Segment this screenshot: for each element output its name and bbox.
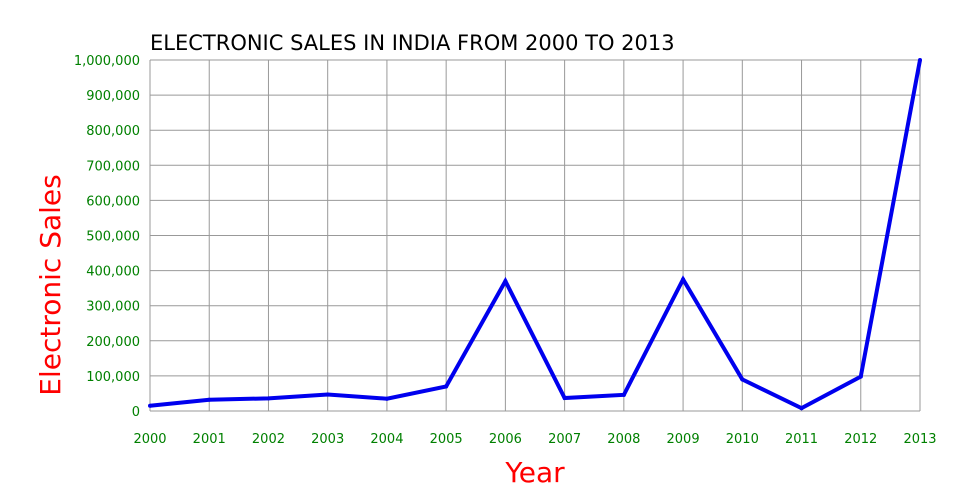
x-tick-label: 2009	[667, 432, 700, 447]
data-point	[148, 403, 152, 408]
x-tick-label: 2008	[607, 432, 640, 447]
data-point	[858, 374, 863, 379]
data-point	[621, 392, 626, 397]
x-tick-label: 2000	[133, 432, 166, 447]
x-tick-label: 2011	[785, 432, 818, 447]
x-tick-label: 2007	[548, 432, 581, 447]
data-point	[266, 396, 271, 401]
y-tick-label: 500,000	[86, 230, 140, 245]
data-point	[918, 58, 922, 62]
data-point	[207, 397, 212, 402]
x-axis-label: Year	[504, 456, 565, 489]
data-point	[681, 277, 686, 282]
x-tick-label: 2002	[252, 432, 285, 447]
x-tick-label: 2013	[903, 432, 936, 447]
data-point	[562, 396, 567, 401]
data-point	[740, 377, 745, 382]
y-tick-label: 0	[132, 405, 140, 420]
x-tick-label: 2012	[844, 432, 877, 447]
grid	[149, 59, 921, 412]
x-axis-ticks: 2000 2001 2002 2003 2004 2005 2006 2007 2008 2009…	[133, 432, 936, 447]
y-tick-label: 300,000	[86, 300, 140, 315]
x-tick-label: 2003	[311, 432, 344, 447]
y-tick-label: 800,000	[86, 124, 140, 139]
y-tick-label: 400,000	[86, 265, 140, 280]
y-tick-label: 1,000,000	[74, 54, 140, 69]
y-axis-label: Electronic Sales	[34, 174, 67, 395]
data-point	[444, 384, 449, 389]
x-tick-label: 2001	[193, 432, 226, 447]
x-tick-label: 2006	[489, 432, 522, 447]
y-tick-label: 900,000	[86, 89, 140, 104]
data-point	[799, 406, 804, 411]
series-group	[148, 58, 922, 411]
y-tick-label: 600,000	[86, 194, 140, 209]
x-tick-label: 2005	[430, 432, 463, 447]
y-axis-ticks: 0 100,000 200,000 300,000 400,000 500,000 600,…	[74, 54, 140, 420]
y-tick-label: 200,000	[86, 335, 140, 350]
x-tick-label: 2010	[726, 432, 759, 447]
y-tick-label: 100,000	[86, 370, 140, 385]
series-line-0	[149, 59, 922, 411]
x-tick-label: 2004	[370, 432, 403, 447]
data-point	[384, 396, 389, 401]
data-point	[325, 392, 330, 397]
y-tick-label: 700,000	[86, 159, 140, 174]
chart-title: ELECTRONIC SALES IN INDIA FROM 2000 TO 2…	[150, 31, 675, 55]
data-point	[503, 279, 508, 284]
